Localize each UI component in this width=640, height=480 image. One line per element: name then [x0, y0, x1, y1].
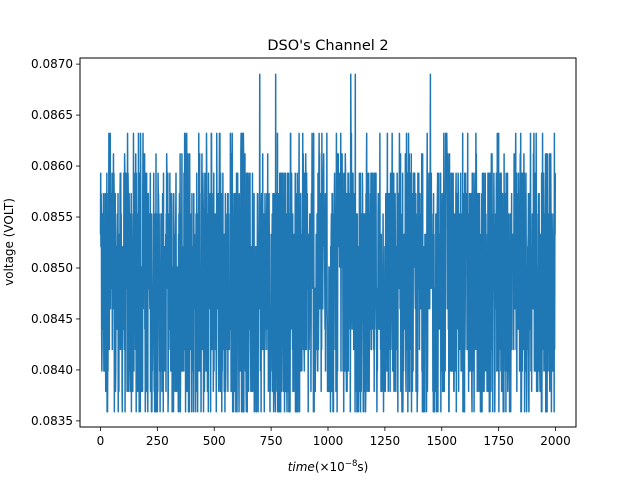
y-tick-label: 0.0860 — [31, 159, 73, 173]
x-axis-label-exponent: −8 — [345, 459, 358, 469]
x-axis-label: time(×10−8s) — [288, 459, 369, 474]
x-tick-label: 500 — [203, 434, 226, 448]
y-tick-label: 0.0845 — [31, 312, 73, 326]
x-axis-ticks: 0 250 500 750 1000 1250 1500 1750 2000 — [97, 427, 571, 448]
y-tick-label: 0.0855 — [31, 210, 73, 224]
y-tick-label: 0.0865 — [31, 108, 73, 122]
y-tick-label: 0.0870 — [31, 57, 73, 71]
chart-title: DSO's Channel 2 — [267, 38, 388, 54]
x-tick-label: 1250 — [370, 434, 401, 448]
x-tick-label: 2000 — [540, 434, 571, 448]
x-tick-label: 1500 — [426, 434, 457, 448]
series-layer — [99, 73, 557, 413]
x-axis-label-unit: (×10 — [315, 460, 345, 474]
x-axis-label-unit-end: s) — [357, 460, 368, 474]
y-tick-label: 0.0850 — [31, 261, 73, 275]
x-tick-label: 750 — [260, 434, 283, 448]
x-tick-label: 250 — [146, 434, 169, 448]
y-axis-label: voltage (VOLT) — [2, 198, 16, 286]
plot-frame — [79, 57, 577, 428]
y-tick-label: 0.0835 — [31, 414, 73, 428]
x-tick-label: 0 — [97, 434, 105, 448]
x-tick-label: 1750 — [483, 434, 514, 448]
x-axis-label-var: time — [288, 460, 315, 474]
x-tick-label: 1000 — [313, 434, 344, 448]
series-line — [99, 73, 557, 413]
y-tick-label: 0.0840 — [31, 363, 73, 377]
y-axis-ticks: 0.0835 0.0840 0.0845 0.0850 0.0855 0.0860 0.08… — [31, 57, 80, 428]
